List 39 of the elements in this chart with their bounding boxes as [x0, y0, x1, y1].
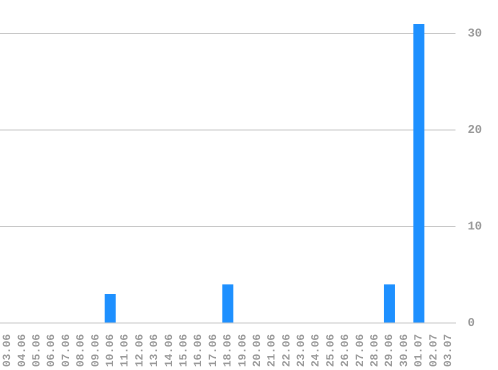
- bar: [384, 284, 395, 322]
- x-tick-label: 04.06: [16, 334, 29, 368]
- x-tick-label: 22.06: [281, 334, 294, 368]
- x-tick-label: 23.06: [296, 334, 308, 368]
- x-tick-label: 21.06: [266, 334, 279, 368]
- x-tick-label: 25.06: [325, 334, 338, 368]
- y-tick-label: 0: [468, 316, 475, 330]
- x-tick-label: 24.06: [310, 334, 323, 368]
- x-tick-label: 14.06: [164, 334, 176, 368]
- x-tick-label: 15.06: [178, 334, 190, 368]
- x-tick-label: 16.06: [193, 334, 206, 368]
- x-tick-label: 28.06: [370, 334, 382, 368]
- x-tick-label: 20.06: [252, 334, 264, 368]
- x-tick-label: 08.06: [76, 334, 88, 368]
- x-tick-label: 05.06: [32, 334, 44, 368]
- y-tick-label: 20: [468, 123, 482, 138]
- x-tick-label: 10.06: [104, 334, 117, 368]
- x-tick-label: 02.07: [428, 334, 440, 368]
- x-tick-label: 17.06: [208, 334, 220, 368]
- x-tick-label: 12.06: [134, 334, 146, 368]
- x-tick-label: 26.06: [340, 334, 352, 368]
- bar: [222, 284, 234, 322]
- y-tick-label: 10: [468, 220, 482, 234]
- x-tick-label: 29.06: [384, 334, 396, 368]
- x-tick-label: 01.07: [414, 334, 426, 368]
- x-tick-label: 18.06: [222, 334, 235, 368]
- x-tick-label: 09.06: [90, 334, 102, 368]
- x-tick-label: 03.06: [2, 334, 14, 368]
- x-tick-label: 03.07: [443, 334, 456, 368]
- x-tick-label: 07.06: [60, 334, 73, 368]
- x-tick-label: 27.06: [354, 334, 367, 368]
- bar: [413, 24, 424, 322]
- x-tick-label: 19.06: [237, 334, 250, 368]
- bar: [104, 294, 116, 322]
- y-tick-label: 30: [468, 26, 482, 41]
- x-tick-label: 30.06: [398, 334, 411, 368]
- x-tick-label: 11.06: [120, 334, 132, 368]
- x-tick-label: 06.06: [46, 334, 58, 368]
- x-tick-label: 13.06: [149, 334, 162, 368]
